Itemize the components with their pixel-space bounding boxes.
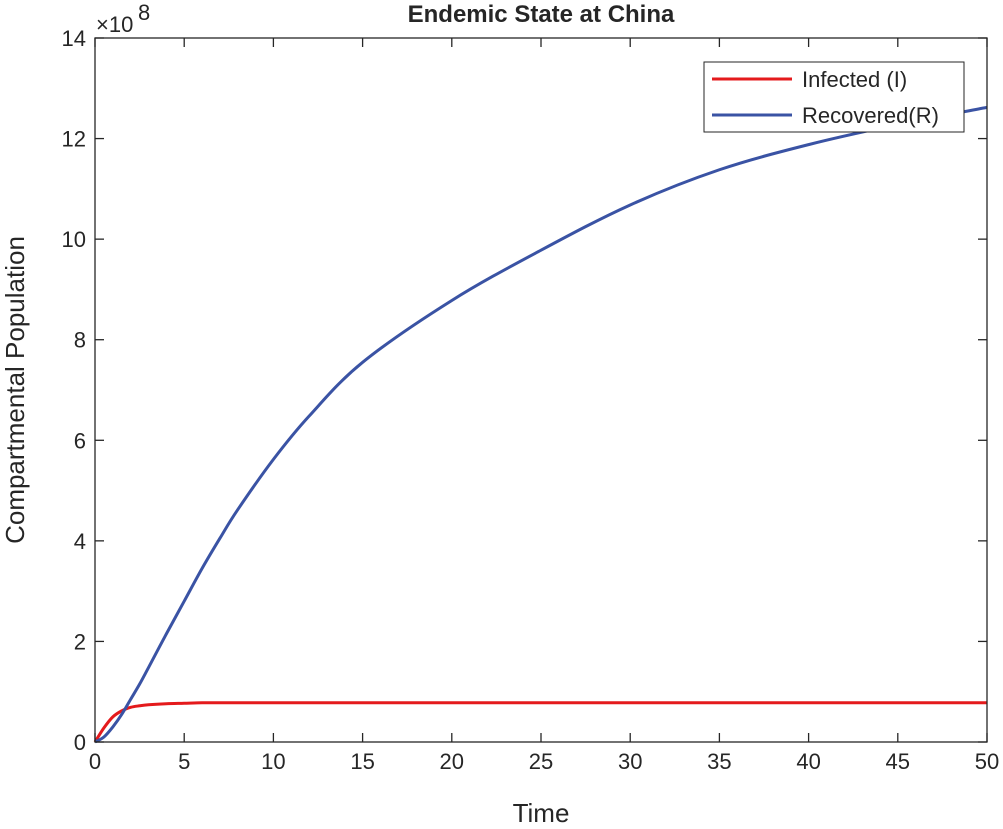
x-axis-label: Time	[513, 798, 570, 828]
x-tick-label: 10	[261, 749, 285, 774]
y-multiplier-exponent: 8	[138, 0, 150, 25]
plot-area	[95, 38, 987, 742]
y-tick-label: 4	[74, 529, 86, 554]
legend: Infected (I) Recovered(R)	[703, 61, 965, 133]
x-tick-label: 20	[440, 749, 464, 774]
y-axis-ticks: 0 2 4 6 8 10 12 14	[62, 26, 987, 755]
y-tick-label: 14	[62, 26, 86, 51]
y-tick-label: 8	[74, 328, 86, 353]
x-tick-label: 15	[350, 749, 374, 774]
legend-label-infected: Infected (I)	[802, 67, 907, 92]
x-tick-label: 0	[89, 749, 101, 774]
x-tick-label: 50	[975, 749, 999, 774]
y-tick-label: 10	[62, 227, 86, 252]
legend-box	[703, 61, 965, 133]
x-tick-label: 5	[178, 749, 190, 774]
x-tick-label: 30	[618, 749, 642, 774]
legend-label-recovered: Recovered(R)	[802, 103, 939, 128]
x-tick-label: 45	[886, 749, 910, 774]
y-tick-label: 12	[62, 127, 86, 152]
chart-title: Endemic State at China	[408, 1, 675, 28]
y-tick-label: 0	[74, 730, 86, 755]
x-tick-label: 40	[796, 749, 820, 774]
y-axis-label: Compartmental Population	[0, 236, 30, 544]
series-line-infected	[93, 701, 987, 743]
x-axis-ticks: 0 5 10 15 20 25 30 35 40 45 50	[89, 38, 999, 774]
y-tick-label: 6	[74, 428, 86, 453]
series-layer	[93, 105, 988, 744]
series-line-recovered	[94, 105, 988, 744]
y-tick-label: 2	[74, 629, 86, 654]
y-multiplier-label: ×10	[96, 12, 133, 37]
x-tick-label: 35	[707, 749, 731, 774]
x-tick-label: 25	[529, 749, 553, 774]
